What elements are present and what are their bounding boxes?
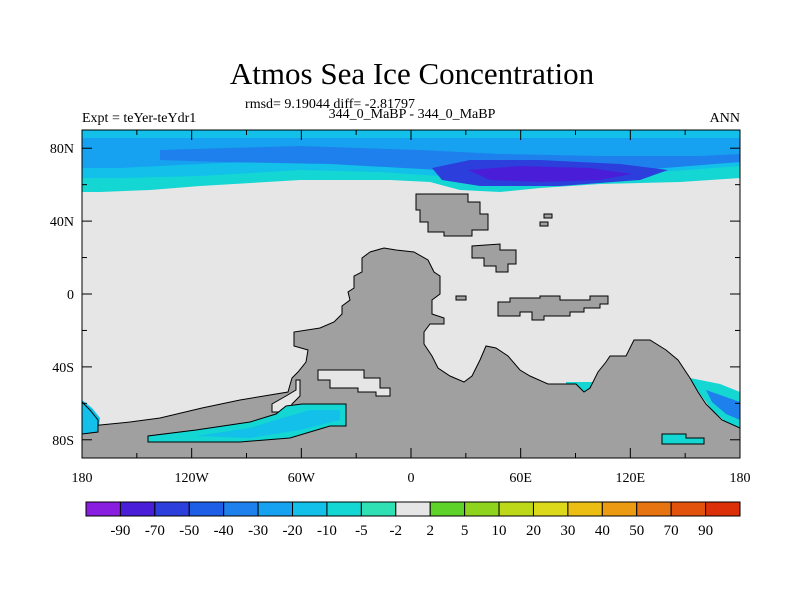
land-islet-c	[543, 213, 553, 219]
land-small-island-a	[471, 243, 517, 273]
colorbar-swatch-9	[395, 501, 431, 517]
colorbar-label-12: 20	[526, 523, 541, 539]
chart-title: Atmos Sea Ice Concentration	[230, 56, 595, 91]
colorbar-label-14: 40	[595, 523, 610, 539]
colorbar-swatch-6	[292, 501, 328, 517]
land-main-supercontinent	[82, 247, 740, 458]
x-tick-label-3: 0	[408, 471, 415, 486]
southeast-ice-edge-inner	[706, 390, 740, 420]
colorbar-swatch-15	[601, 501, 638, 517]
land-islet-b	[539, 221, 549, 227]
colorbar-swatch-3	[188, 501, 225, 517]
colorbar-swatch-18	[705, 501, 741, 517]
x-tick-label-6: 180	[730, 471, 751, 486]
colorbar-swatch-5	[257, 501, 294, 517]
x-tick-label-4: 60E	[509, 471, 532, 486]
stats-line: rmsd= 9.19044 diff= -2.81797	[245, 97, 415, 112]
y-tick-label-1: 40N	[50, 215, 74, 230]
colorbar-swatch-2	[154, 501, 190, 517]
x-tick-label-2: 60W	[288, 471, 316, 486]
east-antarctic-patch-overlay	[661, 433, 705, 445]
colorbar-label-9: 2	[426, 523, 434, 539]
x-tick-label-5: 120E	[616, 471, 646, 486]
colorbar-label-13: 30	[560, 523, 575, 539]
x-tick-label-1: 120W	[175, 471, 210, 486]
season-label: ANN	[710, 111, 740, 126]
colorbar-swatch-7	[326, 501, 362, 517]
colorbar-swatch-12	[498, 501, 534, 517]
antarctic-ice-patch-overlay-core	[196, 410, 340, 438]
colorbar-label-6: -10	[317, 523, 337, 539]
colorbar-label-7: -5	[355, 523, 368, 539]
colorbar-swatch-10	[429, 501, 466, 517]
colorbar-label-3: -40	[214, 523, 234, 539]
colorbar-label-4: -30	[248, 523, 268, 539]
colorbar-swatch-4	[223, 501, 259, 517]
southwest-ice-edge-overlay	[82, 401, 99, 435]
colorbar-swatch-17	[670, 501, 707, 517]
land-north-block	[415, 193, 489, 237]
land-east-arm	[497, 295, 609, 321]
y-tick-label-0: 80N	[50, 142, 74, 157]
colorbar-label-2: -50	[179, 523, 199, 539]
colorbar-label-11: 10	[492, 523, 507, 539]
y-tick-label-3: 40S	[52, 361, 74, 376]
ocean-inlet-south	[317, 369, 391, 397]
colorbar-label-10: 5	[461, 523, 469, 539]
y-tick-label-4: 80S	[52, 434, 74, 449]
colorbar-label-15: 50	[629, 523, 644, 539]
colorbar-swatch-0	[85, 501, 121, 517]
colorbar-swatch-16	[636, 501, 672, 517]
y-tick-label-2: 0	[67, 288, 74, 303]
colorbar-swatch-14	[567, 501, 603, 517]
colorbar-swatch-1	[119, 501, 156, 517]
colorbar-swatch-13	[532, 501, 569, 517]
map-plot	[82, 130, 740, 458]
y-axis-ticks: 80N 40N 0 40S 80S	[50, 142, 740, 449]
colorbar-swatch-8	[360, 501, 397, 517]
x-axis-ticks: 180 120W 60W 0 60E 120E 180	[72, 130, 751, 486]
experiment-label: Expt = teYer-teYdr1	[82, 111, 196, 126]
colorbar-label-5: -20	[283, 523, 303, 539]
colorbar-label-1: -70	[145, 523, 165, 539]
colorbar-label-8: -2	[390, 523, 403, 539]
colorbar: -90 -70 -50 -40 -30 -20 -10 -5 -2 2 5 10 20 30 40 50 70 9…	[85, 501, 741, 539]
period-label: 344_0_MaBP - 344_0_MaBP	[329, 107, 496, 122]
antarctic-ice-patch-overlay	[147, 403, 347, 443]
colorbar-swatch-11	[464, 501, 500, 517]
land-masses	[82, 193, 740, 458]
land-islet-d	[455, 295, 467, 301]
x-tick-label-0: 180	[72, 471, 93, 486]
colorbar-label-17: 90	[698, 523, 713, 539]
colorbar-label-0: -90	[110, 523, 130, 539]
colorbar-label-16: 70	[664, 523, 679, 539]
arctic-ice-min-core	[468, 166, 632, 182]
